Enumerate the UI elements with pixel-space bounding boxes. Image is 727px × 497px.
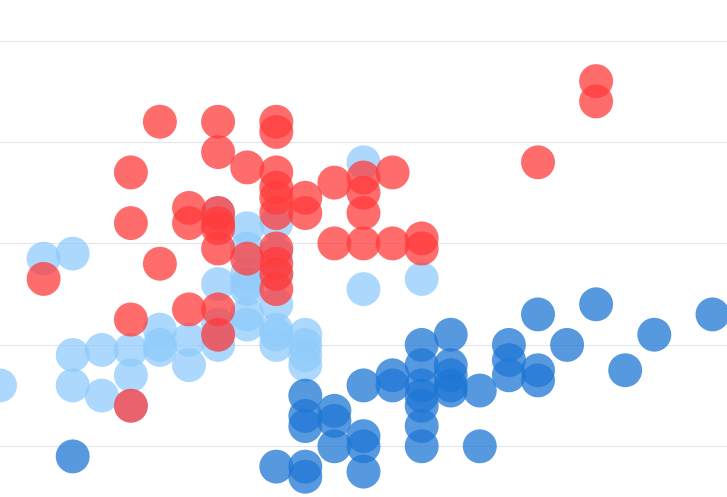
data-point[interactable] — [259, 327, 294, 362]
data-point[interactable] — [637, 317, 672, 352]
data-point[interactable] — [346, 368, 381, 403]
data-point[interactable] — [404, 261, 439, 296]
data-point[interactable] — [317, 226, 352, 261]
data-point[interactable] — [462, 373, 497, 408]
data-point[interactable] — [346, 429, 381, 464]
data-point[interactable] — [695, 297, 727, 332]
data-point[interactable] — [172, 292, 206, 327]
data-point[interactable] — [201, 231, 236, 266]
data-point[interactable] — [201, 267, 236, 301]
data-point[interactable] — [172, 322, 206, 357]
data-point[interactable] — [433, 373, 468, 408]
data-point[interactable] — [113, 388, 148, 423]
data-point[interactable] — [55, 338, 90, 372]
data-point[interactable] — [201, 317, 236, 352]
data-point[interactable] — [288, 348, 323, 383]
data-point[interactable] — [142, 332, 177, 367]
data-point[interactable] — [579, 84, 614, 119]
data-point[interactable] — [521, 297, 555, 332]
data-point[interactable] — [230, 241, 265, 276]
data-point[interactable] — [113, 302, 148, 337]
data-point[interactable] — [433, 317, 468, 352]
data-point[interactable] — [288, 459, 323, 494]
data-point[interactable] — [579, 287, 614, 322]
data-point[interactable] — [113, 206, 148, 241]
data-point[interactable] — [55, 368, 90, 403]
data-point[interactable] — [346, 196, 381, 230]
data-point[interactable] — [317, 165, 352, 200]
data-point[interactable] — [346, 226, 381, 261]
data-point[interactable] — [346, 454, 381, 489]
data-point[interactable] — [142, 246, 177, 281]
data-point[interactable] — [521, 145, 555, 180]
data-point[interactable] — [462, 429, 497, 464]
data-point[interactable] — [288, 196, 323, 230]
data-point[interactable] — [259, 114, 294, 149]
data-point[interactable] — [230, 150, 265, 185]
data-point[interactable] — [491, 358, 526, 393]
data-point[interactable] — [404, 429, 439, 464]
data-point[interactable] — [142, 104, 177, 139]
data-point[interactable] — [113, 332, 148, 367]
data-point[interactable] — [404, 231, 439, 266]
data-point[interactable] — [26, 261, 61, 296]
data-point[interactable] — [201, 292, 236, 327]
data-point[interactable] — [521, 363, 555, 398]
series-1 — [55, 287, 727, 494]
data-point[interactable] — [317, 403, 352, 438]
data-point[interactable] — [230, 307, 265, 342]
data-point[interactable] — [201, 135, 236, 170]
data-point[interactable] — [113, 155, 148, 190]
data-points — [0, 64, 727, 494]
data-point[interactable] — [259, 449, 294, 484]
data-point[interactable] — [172, 206, 206, 241]
data-point[interactable] — [375, 155, 410, 190]
data-point[interactable] — [84, 378, 119, 413]
data-point[interactable] — [550, 327, 585, 362]
data-point[interactable] — [172, 348, 206, 383]
data-point[interactable] — [230, 272, 265, 307]
data-point[interactable] — [288, 409, 323, 443]
data-point[interactable] — [113, 358, 148, 393]
data-point[interactable] — [55, 439, 90, 474]
data-point[interactable] — [259, 196, 294, 230]
data-point[interactable] — [84, 332, 119, 367]
data-point[interactable] — [375, 368, 410, 403]
data-point[interactable] — [0, 368, 17, 403]
series-2 — [26, 64, 614, 423]
series-0 — [0, 145, 439, 423]
data-point[interactable] — [375, 226, 410, 261]
data-point[interactable] — [317, 429, 352, 464]
data-point[interactable] — [55, 236, 90, 271]
data-point[interactable] — [608, 353, 643, 388]
data-point[interactable] — [346, 272, 381, 307]
data-point[interactable] — [201, 104, 236, 139]
data-point[interactable] — [259, 272, 294, 307]
